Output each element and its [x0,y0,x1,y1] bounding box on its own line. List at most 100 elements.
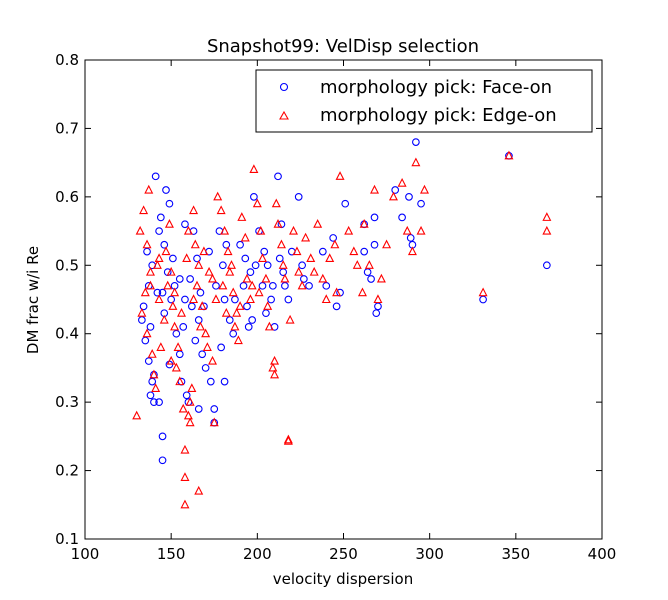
y-tick-label: 0.7 [55,119,79,137]
edge-on-point [237,212,247,221]
edge-on-point [170,321,180,331]
edge-on-point [178,403,188,413]
edge-on-point [175,376,185,386]
face-on-point [165,199,174,208]
x-axis-label: velocity dispersion [273,570,413,588]
face-on-point [193,254,201,263]
edge-on-point [289,225,299,235]
face-on-point [391,186,400,194]
edge-on-point [147,349,157,358]
edge-on-point [180,444,190,454]
face-on-point [398,213,406,222]
face-on-point [175,275,184,283]
edge-on-point [173,342,183,351]
y-axis-label: DM frac w/i Re [24,246,42,354]
edge-on-point [344,225,354,235]
edge-on-point [357,287,367,297]
edge-on-point [247,280,257,290]
edge-on-point [402,225,412,235]
face-on-point [150,398,158,406]
edge-on-point [154,294,164,304]
edge-on-point [325,253,335,262]
edge-on-point [177,307,187,317]
edge-on-point [388,191,398,201]
face-on-point [206,377,215,386]
edge-on-point [264,321,274,331]
edge-on-point [180,499,190,509]
legend-label-edge-on: morphology pick: Edge-on [320,105,557,126]
face-on-point [201,364,210,372]
edge-on-point [318,273,328,283]
face-on-point [268,281,277,290]
face-on-point [179,323,188,331]
edge-on-point [301,232,311,242]
edge-on-point [218,280,228,290]
data-points [132,138,552,509]
face-on-point [220,295,229,304]
plot-area [85,60,602,539]
edge-on-point [292,246,302,256]
face-on-point [146,391,155,400]
face-on-point [367,275,375,283]
edge-on-point [232,307,242,317]
face-on-point [158,432,167,441]
edge-on-point [199,246,209,256]
edge-on-point [154,253,164,262]
face-on-point [360,247,369,256]
edge-on-point [268,362,278,372]
face-on-point [151,172,160,181]
edge-on-point [159,314,169,324]
edge-on-point [185,417,195,427]
edge-on-point [163,280,173,290]
face-on-point [222,240,231,249]
edge-on-point [185,396,195,406]
chart-title: Snapshot99: VelDisp selection [207,36,479,57]
face-on-point [169,254,177,263]
edge-on-point [373,294,383,304]
face-on-point [341,199,350,208]
face-on-point [246,268,255,276]
edge-on-point [283,435,293,445]
edge-on-point [542,225,552,235]
face-on-point [236,240,244,249]
edge-on-point [208,273,218,283]
edge-on-point [252,198,262,208]
edge-on-point [407,246,417,256]
face-on-point [267,295,275,304]
edge-on-point [183,410,193,420]
edge-on-point [170,287,180,297]
plot-frame [84,59,603,540]
edge-on-point [235,301,245,310]
y-tick-label: 0.6 [55,188,79,206]
face-on-point [405,193,413,201]
x-tick-label: 200 [243,545,272,563]
edge-on-point [261,273,271,283]
edge-on-point [313,219,323,228]
edge-on-point [208,355,218,365]
face-on-point [284,295,293,304]
edge-on-point [189,205,199,215]
edge-on-point [216,205,226,215]
edge-on-point [397,177,407,187]
face-on-point [198,350,207,359]
edge-on-point [309,266,319,276]
face-on-point [156,213,165,222]
legend-box [255,69,593,133]
edge-on-point [225,266,235,276]
x-tick-label: 300 [415,545,444,563]
face-on-point [191,336,200,345]
edge-on-point [276,239,286,249]
face-on-point [274,172,282,181]
face-on-point [210,405,219,413]
edge-on-point [137,307,147,317]
edge-on-point [183,225,193,235]
edge-on-point [359,219,369,228]
edge-on-point [370,184,380,194]
edge-on-point [228,287,238,297]
edge-on-point [152,260,162,269]
face-on-point [251,261,260,270]
face-on-point [181,220,189,229]
x-tick-label: 400 [588,545,617,563]
edge-on-point [278,260,288,269]
edge-on-point [504,150,514,160]
